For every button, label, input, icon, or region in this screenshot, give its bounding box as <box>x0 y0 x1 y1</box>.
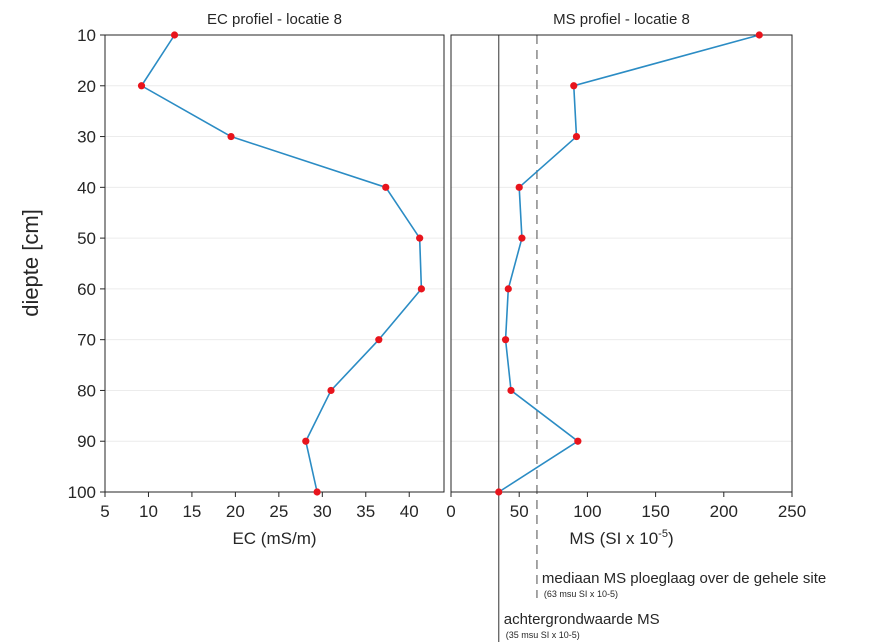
ms-data-point <box>574 437 582 445</box>
ms-x-axis-label-end: ) <box>668 529 674 548</box>
depth-tick-label: 30 <box>77 128 96 147</box>
depth-tick-label: 70 <box>77 331 96 350</box>
background-ms-annotation: achtergrondwaarde MS <box>504 611 660 628</box>
median-ms-annotation-detail: (63 msu SI x 10-5) <box>544 589 618 599</box>
ec-x-tick-label: 20 <box>226 502 245 521</box>
ms-x-tick-label: 150 <box>641 502 669 521</box>
ms-x-axis-label-main: MS (SI x 10 <box>569 529 658 548</box>
ms-x-axis-label-superscript: -5 <box>658 528 668 540</box>
ms-x-tick-label: 50 <box>510 502 529 521</box>
depth-tick-label: 10 <box>77 26 96 45</box>
ms-x-tick-label: 250 <box>778 502 806 521</box>
ec-data-point <box>375 336 383 344</box>
ec-x-tick-label: 35 <box>356 502 375 521</box>
ms-reference-lines <box>498 35 538 642</box>
ms-x-tick-label: 0 <box>446 502 455 521</box>
ms-data-point <box>501 336 510 344</box>
depth-tick-label: 40 <box>77 178 96 197</box>
ms-x-tick-labels: 0 50 100 150 200 250 <box>446 492 806 521</box>
depth-tick-label: 60 <box>77 280 96 299</box>
ec-data-point <box>137 82 146 90</box>
ec-chart-title: EC profiel - locatie 8 <box>207 11 342 28</box>
ec-plot-frame <box>104 34 445 493</box>
depth-tick-labels: 10 20 30 40 50 60 70 80 90 100 <box>68 26 105 502</box>
ec-x-tick-label: 5 <box>100 502 109 521</box>
ms-data-point <box>755 31 763 39</box>
ec-data-point <box>417 285 425 293</box>
depth-tick-label: 100 <box>68 483 96 502</box>
ec-data-point <box>327 386 335 395</box>
ms-series <box>495 31 763 496</box>
ec-data-point <box>313 488 321 496</box>
ms-data-point <box>507 386 515 395</box>
ec-x-axis-label: EC (mS/m) <box>232 529 316 548</box>
ms-data-point <box>572 132 581 141</box>
ec-x-tick-labels: 5 10 15 20 25 30 35 40 <box>100 492 419 521</box>
ms-data-point <box>515 183 523 191</box>
ms-data-point <box>570 82 578 90</box>
ec-x-tick-label: 10 <box>139 502 158 521</box>
ms-x-tick-label: 200 <box>710 502 738 521</box>
ec-x-tick-label: 30 <box>313 502 332 521</box>
depth-tick-label: 20 <box>77 77 96 96</box>
ms-plot-frame <box>450 34 793 493</box>
ec-data-point <box>227 132 235 141</box>
ec-data-point <box>416 234 424 242</box>
ms-data-point <box>495 488 503 496</box>
depth-tick-label: 50 <box>77 229 96 248</box>
ec-x-tick-label: 40 <box>400 502 419 521</box>
y-axis-label: diepte [cm] <box>18 209 43 317</box>
ec-data-point <box>170 31 179 39</box>
ms-series-line <box>498 34 760 493</box>
ms-gridlines <box>451 34 792 493</box>
depth-tick-label: 90 <box>77 432 96 451</box>
ms-data-point <box>504 285 512 293</box>
ec-data-point <box>382 183 390 191</box>
background-ms-annotation-detail: (35 msu SI x 10-5) <box>506 630 580 640</box>
ms-x-axis-label: MS (SI x 10-5) <box>569 528 673 548</box>
ms-data-point <box>518 234 526 242</box>
ec-series <box>137 31 425 496</box>
ec-x-tick-label: 15 <box>182 502 201 521</box>
median-ms-annotation: mediaan MS ploeglaag over de gehele site <box>542 570 826 587</box>
ec-x-tick-label: 25 <box>269 502 288 521</box>
ec-series-line <box>140 34 423 493</box>
ec-gridlines <box>105 34 444 493</box>
ms-chart-title: MS profiel - locatie 8 <box>553 11 690 28</box>
ec-data-point <box>302 437 310 445</box>
depth-tick-label: 80 <box>77 381 96 400</box>
ms-x-tick-label: 100 <box>573 502 601 521</box>
